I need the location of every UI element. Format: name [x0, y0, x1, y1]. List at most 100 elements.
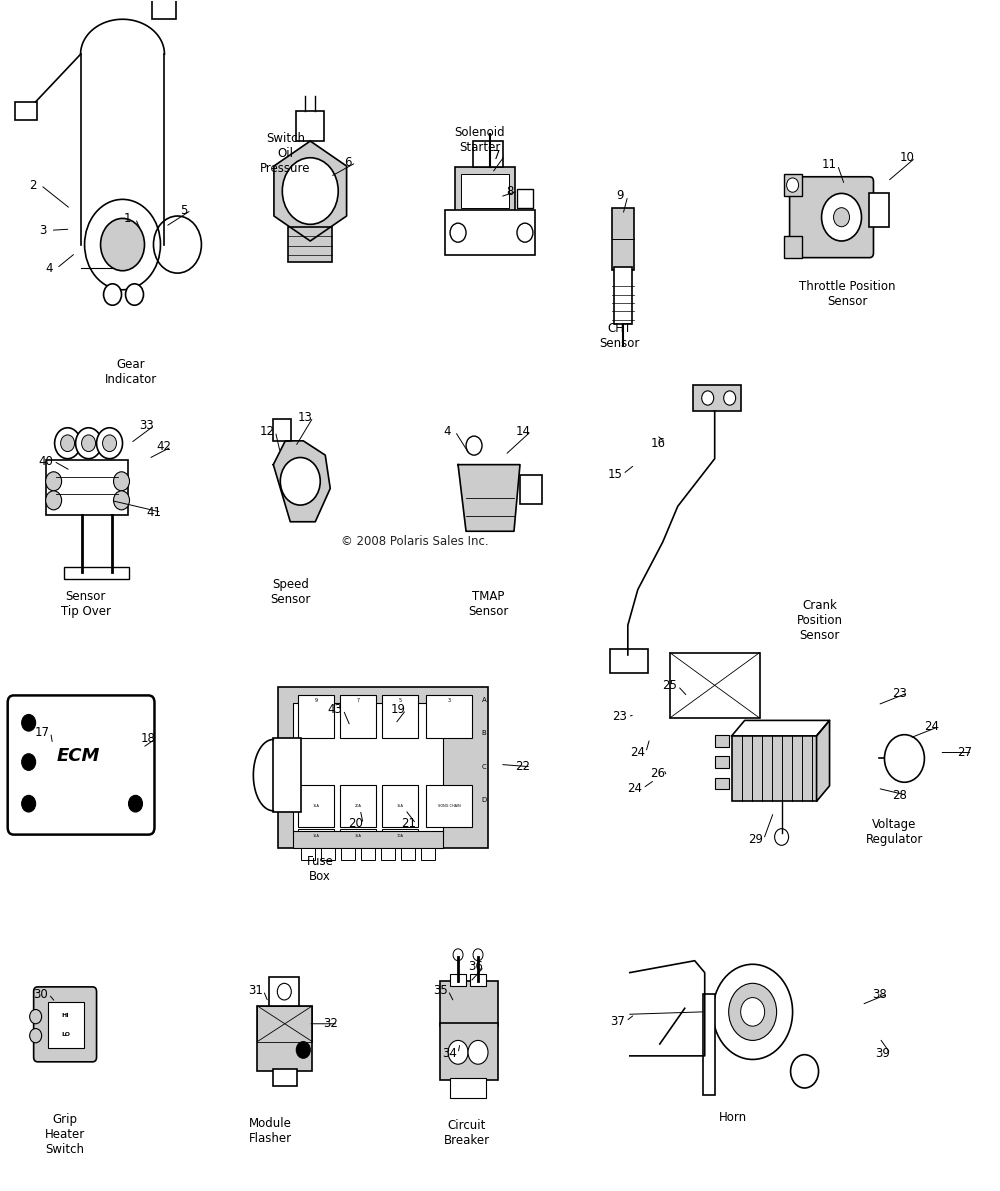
- Bar: [298, 829, 334, 843]
- Text: 9: 9: [616, 189, 624, 202]
- Text: 33: 33: [139, 419, 154, 432]
- Bar: [269, 978, 299, 1006]
- Circle shape: [517, 223, 533, 242]
- Bar: [715, 735, 729, 747]
- Text: 15A: 15A: [313, 804, 320, 807]
- Text: 29: 29: [748, 833, 763, 846]
- Text: 34: 34: [443, 1047, 458, 1060]
- Text: 37: 37: [610, 1015, 625, 1028]
- Bar: [381, 848, 395, 860]
- Text: 38: 38: [872, 987, 887, 1000]
- Bar: [340, 829, 376, 843]
- Circle shape: [61, 435, 75, 451]
- Circle shape: [22, 796, 36, 812]
- Polygon shape: [732, 721, 830, 736]
- Bar: [361, 848, 375, 860]
- Text: 21: 21: [401, 817, 416, 830]
- Text: 10A: 10A: [397, 834, 404, 837]
- Text: 26: 26: [650, 767, 665, 780]
- Text: 10: 10: [900, 151, 915, 164]
- Circle shape: [103, 435, 117, 451]
- Circle shape: [775, 829, 789, 846]
- Bar: [610, 649, 648, 673]
- Circle shape: [129, 796, 142, 812]
- Bar: [340, 785, 376, 828]
- Bar: [341, 848, 355, 860]
- Bar: [703, 994, 715, 1096]
- Bar: [298, 785, 334, 828]
- Text: Gear
Indicator: Gear Indicator: [104, 357, 157, 386]
- Circle shape: [296, 1042, 310, 1059]
- Circle shape: [729, 984, 777, 1041]
- Text: 18: 18: [141, 731, 156, 744]
- Text: Speed
Sensor: Speed Sensor: [270, 578, 310, 606]
- Circle shape: [822, 193, 861, 241]
- Text: 23: 23: [892, 686, 907, 699]
- Bar: [426, 785, 472, 828]
- Text: Solenoid
Starter: Solenoid Starter: [455, 125, 505, 154]
- Circle shape: [30, 1010, 42, 1024]
- Text: 35: 35: [433, 984, 447, 997]
- Circle shape: [473, 949, 483, 961]
- Text: 40: 40: [38, 455, 53, 468]
- Text: 22: 22: [515, 760, 530, 773]
- Text: © 2008 Polaris Sales Inc.: © 2008 Polaris Sales Inc.: [341, 536, 489, 549]
- Text: 7: 7: [357, 698, 360, 703]
- Bar: [470, 974, 486, 986]
- Text: 27: 27: [957, 746, 972, 759]
- Circle shape: [450, 223, 466, 242]
- Text: C: C: [482, 763, 486, 769]
- Bar: [421, 848, 435, 860]
- Circle shape: [104, 283, 122, 305]
- Text: 3: 3: [39, 224, 46, 237]
- Text: Voltage
Regulator: Voltage Regulator: [866, 818, 923, 846]
- Text: 41: 41: [146, 506, 161, 519]
- Circle shape: [126, 283, 143, 305]
- FancyBboxPatch shape: [34, 987, 97, 1062]
- Bar: [732, 736, 817, 802]
- Bar: [440, 1023, 498, 1080]
- Text: 42: 42: [156, 441, 171, 454]
- Bar: [401, 848, 415, 860]
- Bar: [426, 696, 472, 738]
- Bar: [869, 193, 889, 226]
- Text: 1: 1: [124, 212, 131, 225]
- Circle shape: [282, 157, 338, 224]
- Text: Module
Flasher: Module Flasher: [249, 1116, 292, 1145]
- Text: 36: 36: [469, 960, 483, 973]
- Bar: [321, 848, 335, 860]
- Text: 16: 16: [650, 437, 665, 450]
- Circle shape: [46, 491, 62, 510]
- Bar: [784, 174, 802, 195]
- Text: 8: 8: [506, 185, 514, 198]
- Bar: [152, 0, 176, 19]
- Text: 14: 14: [515, 425, 530, 438]
- Circle shape: [448, 1041, 468, 1065]
- Bar: [293, 831, 443, 848]
- Text: B: B: [482, 730, 486, 736]
- Bar: [273, 419, 291, 441]
- FancyBboxPatch shape: [8, 696, 154, 835]
- Circle shape: [101, 218, 144, 270]
- Text: 12: 12: [260, 425, 275, 438]
- Bar: [296, 111, 324, 141]
- Text: 25: 25: [662, 679, 677, 692]
- Circle shape: [46, 472, 62, 491]
- Bar: [382, 785, 418, 828]
- Circle shape: [114, 472, 130, 491]
- Text: 9: 9: [315, 698, 318, 703]
- Text: 23: 23: [612, 710, 627, 723]
- Text: 5: 5: [180, 204, 187, 217]
- Text: SONG CHAIN: SONG CHAIN: [438, 804, 460, 807]
- Text: LO: LO: [61, 1031, 70, 1037]
- Circle shape: [787, 177, 799, 192]
- Bar: [693, 385, 741, 411]
- Circle shape: [22, 715, 36, 731]
- Text: 4: 4: [443, 425, 451, 438]
- Circle shape: [834, 207, 850, 226]
- Bar: [15, 101, 37, 119]
- Text: HI: HI: [62, 1012, 69, 1018]
- Polygon shape: [273, 441, 330, 522]
- Text: 24: 24: [630, 746, 645, 759]
- Circle shape: [466, 436, 482, 455]
